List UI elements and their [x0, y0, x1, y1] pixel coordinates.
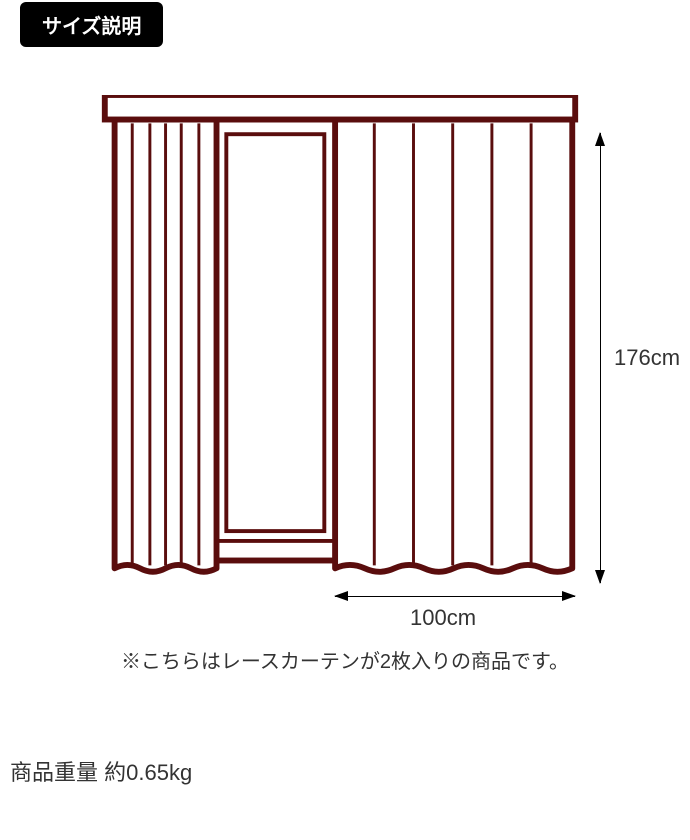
width-dimension-line	[335, 596, 575, 597]
weight-value: 約0.65kg	[104, 760, 192, 785]
height-label: 176cm	[614, 345, 680, 371]
weight-label: 商品重量	[10, 760, 98, 785]
height-dimension-line	[600, 133, 601, 583]
curtain-diagram	[100, 95, 580, 585]
width-label: 100cm	[410, 605, 476, 631]
product-weight: 商品重量 約0.65kg	[10, 755, 192, 787]
product-note: ※こちらはレースカーテンが2枚入りの商品です。	[0, 645, 690, 674]
size-badge: サイズ説明	[20, 2, 163, 47]
